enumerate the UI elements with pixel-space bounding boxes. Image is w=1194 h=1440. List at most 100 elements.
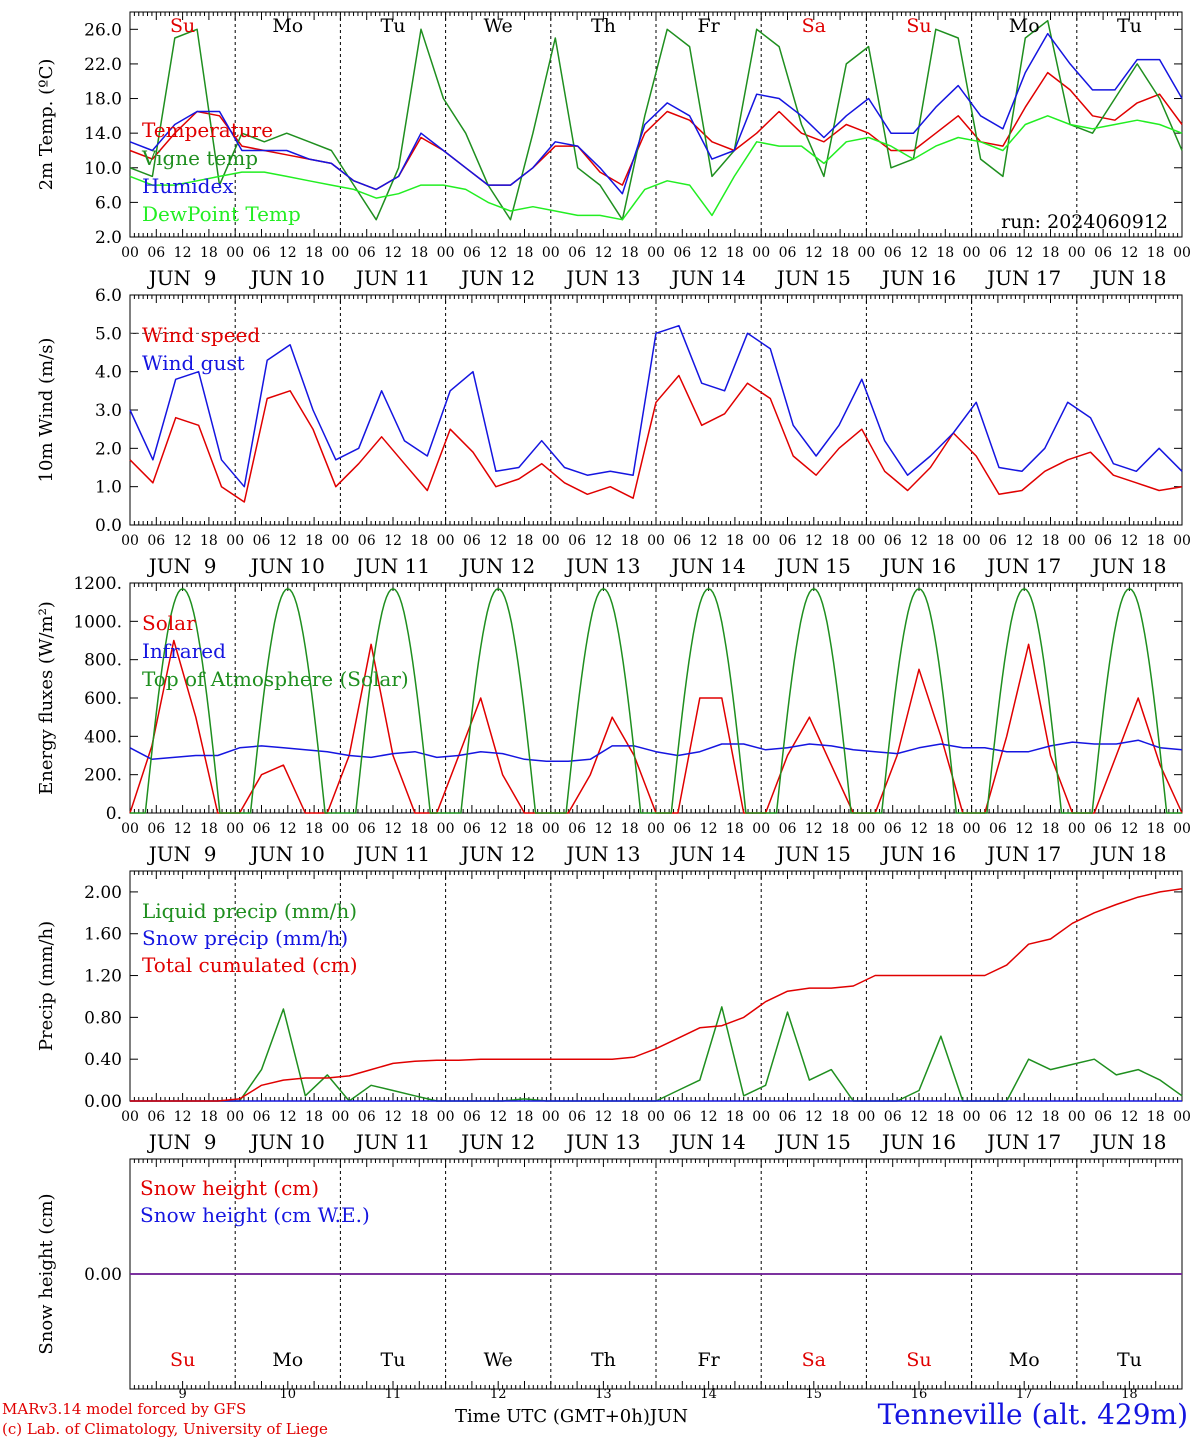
date-label: JUN 17 [985,266,1061,290]
series-wind-speed [129,374,1183,503]
y-tick-label: 2.0 [95,439,122,459]
hour-tick-label: 00 [1068,1109,1086,1125]
panel-2: 0.0 1.0 2.0 3.0 4.0 5.0 6.0 10m Wind (m/s) Wind … [36,286,1191,578]
hour-tick-label: 00 [647,533,665,549]
hour-tick-label: 06 [884,245,902,261]
hour-tick-label: 12 [279,821,297,837]
hour-tick-label: 06 [358,1109,376,1125]
hour-tick-label: 06 [358,533,376,549]
hour-tick-label: 00 [1173,533,1191,549]
hour-tick-label: 12 [1120,821,1138,837]
y-tick-label: 26.0 [84,20,122,40]
date-label: JUN 14 [670,266,746,290]
x-axis-title: Time UTC (GMT+0h)JUN [455,1406,688,1427]
hour-tick-label: 00 [752,821,770,837]
hour-tick-label: 18 [200,533,218,549]
hour-tick-label: 06 [568,1109,586,1125]
date-label: JUN 12 [459,554,535,578]
date-label: JUN 12 [459,842,535,866]
y-tick-label: 3.0 [95,401,122,421]
y-tick-label: 1.60 [84,925,122,945]
hour-tick-label: 06 [1094,533,1112,549]
hour-tick-label: 18 [726,821,744,837]
hour-tick-label: 00 [857,245,875,261]
legend-entry: Infrared [142,639,226,663]
hour-tick-label: 06 [147,1109,165,1125]
hour-tick-label: 06 [568,821,586,837]
hour-tick-label: 00 [752,245,770,261]
hour-tick-label: 00 [857,821,875,837]
series-humidex [129,32,1183,195]
lab-credit: (c) Lab. of Climatology, University of L… [2,1420,328,1438]
hour-tick-label: 06 [779,1109,797,1125]
hour-tick-label: 06 [989,533,1007,549]
y-axis-label: 10m Wind (m/s) [36,338,57,483]
hour-tick-label: 12 [594,245,612,261]
legend-entry: Temperature [142,118,273,142]
hour-tick-label: 00 [542,1109,560,1125]
day-number-label: 9 [178,1387,186,1402]
y-axis-label: Precip (mm/h) [36,921,57,1051]
date-label: JUN 16 [880,554,956,578]
date-label: JUN 13 [564,1130,640,1154]
legend-entry: Solar [142,611,196,635]
date-label: JUN 18 [1090,266,1166,290]
y-tick-label: 1.20 [84,967,122,987]
y-tick-label: 0. [106,804,122,824]
date-label: JUN 13 [564,266,640,290]
hour-tick-label: 06 [253,821,271,837]
hour-tick-label: 12 [805,533,823,549]
y-tick-label: 6.0 [95,286,122,306]
panel-1: 2.0 6.0 10.0 14.0 18.0 22.0 26.0 2m Temp. (ºC) T… [36,11,1191,290]
legend-entry: Top of Atmosphere (Solar) [142,667,409,691]
hour-tick-label: 18 [516,533,534,549]
hour-tick-label: 12 [700,533,718,549]
hour-tick-label: 18 [1147,1109,1165,1125]
hour-tick-label: 00 [647,245,665,261]
y-axis-label: Snow height (cm) [36,1193,57,1354]
hour-tick-label: 12 [489,533,507,549]
y-tick-label: 6.0 [95,193,122,213]
date-label: JUN 15 [775,554,851,578]
hour-tick-label: 12 [910,1109,928,1125]
date-label: JUN 9 [147,266,217,290]
hour-tick-label: 00 [121,1109,139,1125]
hour-tick-label: 00 [226,1109,244,1125]
date-label: JUN 11 [354,554,430,578]
hour-tick-label: 12 [489,245,507,261]
hour-tick-label: 06 [568,245,586,261]
hour-tick-label: 18 [516,245,534,261]
date-label: JUN 9 [147,1130,217,1154]
hour-tick-label: 18 [936,245,954,261]
series-dewpoint-temp [129,115,1183,221]
weekday-label: Mo [272,15,303,37]
panel-4: 0.00 0.40 0.80 1.20 1.60 2.00 Precip (mm/h) Liq… [36,870,1191,1154]
y-tick-label: 200. [84,766,122,786]
day-number-label: 10 [280,1387,297,1402]
hour-tick-label: 12 [1015,821,1033,837]
hour-tick-label: 18 [305,1109,323,1125]
hour-tick-label: 06 [358,245,376,261]
legend-entry: DewPoint Temp [142,202,301,226]
date-label: JUN 13 [564,554,640,578]
weekday-label: Tu [381,1349,406,1371]
hour-tick-label: 00 [226,245,244,261]
y-axis-label: Energy fluxes (W/m²) [36,601,57,795]
hour-tick-label: 06 [779,533,797,549]
hour-tick-label: 06 [673,821,691,837]
date-label: JUN 18 [1090,842,1166,866]
hour-tick-label: 18 [831,1109,849,1125]
hour-tick-label: 12 [489,1109,507,1125]
hour-tick-label: 00 [647,1109,665,1125]
hour-tick-label: 12 [1015,533,1033,549]
hour-tick-label: 06 [884,821,902,837]
y-tick-label: 2.0 [95,228,122,248]
date-label: JUN 9 [147,842,217,866]
hour-tick-label: 00 [542,245,560,261]
date-label: JUN 14 [670,1130,746,1154]
day-number-label: 13 [595,1387,612,1402]
hour-tick-label: 00 [857,533,875,549]
day-number-label: 17 [1016,1387,1033,1402]
hour-tick-label: 06 [147,245,165,261]
hour-tick-label: 06 [463,1109,481,1125]
